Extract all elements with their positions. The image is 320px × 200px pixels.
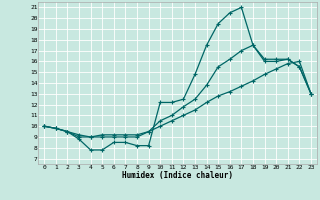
X-axis label: Humidex (Indice chaleur): Humidex (Indice chaleur) bbox=[122, 171, 233, 180]
